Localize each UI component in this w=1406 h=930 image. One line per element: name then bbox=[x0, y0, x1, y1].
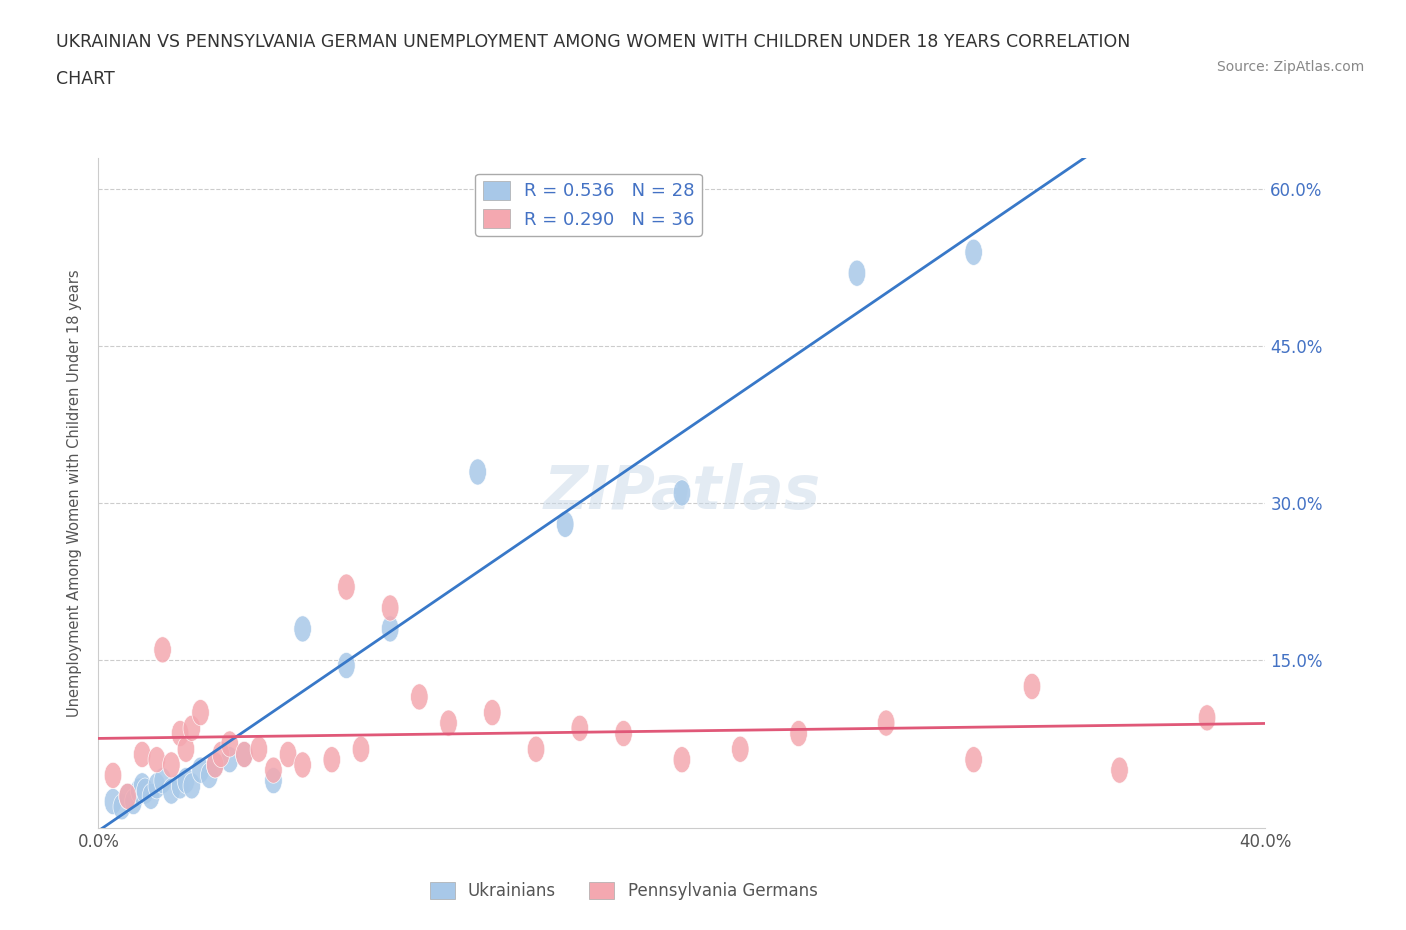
Ellipse shape bbox=[323, 747, 340, 773]
Ellipse shape bbox=[207, 751, 224, 778]
Ellipse shape bbox=[236, 741, 253, 767]
Ellipse shape bbox=[221, 731, 239, 757]
Ellipse shape bbox=[148, 747, 166, 773]
Ellipse shape bbox=[280, 741, 297, 767]
Text: ZIPatlas: ZIPatlas bbox=[543, 463, 821, 523]
Ellipse shape bbox=[207, 751, 224, 778]
Ellipse shape bbox=[264, 767, 283, 793]
Ellipse shape bbox=[527, 737, 544, 763]
Ellipse shape bbox=[172, 721, 188, 747]
Y-axis label: Unemployment Among Women with Children Under 18 years: Unemployment Among Women with Children U… bbox=[67, 269, 83, 717]
Ellipse shape bbox=[153, 767, 172, 793]
Ellipse shape bbox=[172, 773, 188, 799]
Ellipse shape bbox=[221, 747, 239, 773]
Ellipse shape bbox=[1024, 673, 1040, 699]
Ellipse shape bbox=[236, 741, 253, 767]
Ellipse shape bbox=[131, 778, 148, 804]
Ellipse shape bbox=[183, 773, 201, 799]
Ellipse shape bbox=[264, 757, 283, 783]
Ellipse shape bbox=[163, 778, 180, 804]
Ellipse shape bbox=[353, 737, 370, 763]
Ellipse shape bbox=[177, 737, 194, 763]
Ellipse shape bbox=[790, 721, 807, 747]
Text: Source: ZipAtlas.com: Source: ZipAtlas.com bbox=[1216, 60, 1364, 74]
Ellipse shape bbox=[177, 767, 194, 793]
Ellipse shape bbox=[571, 715, 589, 741]
Ellipse shape bbox=[153, 637, 172, 663]
Ellipse shape bbox=[120, 783, 136, 809]
Ellipse shape bbox=[965, 747, 983, 773]
Ellipse shape bbox=[614, 721, 633, 747]
Ellipse shape bbox=[470, 458, 486, 485]
Ellipse shape bbox=[381, 616, 399, 642]
Ellipse shape bbox=[120, 783, 136, 809]
Ellipse shape bbox=[148, 773, 166, 799]
Ellipse shape bbox=[294, 751, 311, 778]
Ellipse shape bbox=[134, 773, 150, 799]
Ellipse shape bbox=[112, 793, 131, 820]
Ellipse shape bbox=[104, 789, 122, 815]
Ellipse shape bbox=[877, 710, 894, 737]
Ellipse shape bbox=[125, 789, 142, 815]
Text: CHART: CHART bbox=[56, 70, 115, 87]
Ellipse shape bbox=[337, 574, 356, 600]
Ellipse shape bbox=[965, 239, 983, 265]
Legend: Ukrainians, Pennsylvania Germans: Ukrainians, Pennsylvania Germans bbox=[423, 875, 824, 907]
Ellipse shape bbox=[557, 512, 574, 538]
Ellipse shape bbox=[673, 747, 690, 773]
Ellipse shape bbox=[440, 710, 457, 737]
Ellipse shape bbox=[411, 684, 427, 710]
Ellipse shape bbox=[163, 751, 180, 778]
Ellipse shape bbox=[104, 763, 122, 789]
Ellipse shape bbox=[191, 699, 209, 725]
Ellipse shape bbox=[183, 715, 201, 741]
Ellipse shape bbox=[731, 737, 749, 763]
Ellipse shape bbox=[142, 783, 160, 809]
Ellipse shape bbox=[848, 260, 866, 286]
Ellipse shape bbox=[212, 741, 229, 767]
Ellipse shape bbox=[134, 741, 150, 767]
Ellipse shape bbox=[673, 480, 690, 506]
Ellipse shape bbox=[337, 653, 356, 679]
Ellipse shape bbox=[1111, 757, 1128, 783]
Ellipse shape bbox=[294, 616, 311, 642]
Ellipse shape bbox=[484, 699, 501, 725]
Ellipse shape bbox=[381, 595, 399, 621]
Ellipse shape bbox=[191, 757, 209, 783]
Ellipse shape bbox=[201, 763, 218, 789]
Ellipse shape bbox=[1198, 705, 1216, 731]
Ellipse shape bbox=[136, 778, 153, 804]
Ellipse shape bbox=[250, 737, 267, 763]
Text: UKRAINIAN VS PENNSYLVANIA GERMAN UNEMPLOYMENT AMONG WOMEN WITH CHILDREN UNDER 18: UKRAINIAN VS PENNSYLVANIA GERMAN UNEMPLO… bbox=[56, 33, 1130, 50]
